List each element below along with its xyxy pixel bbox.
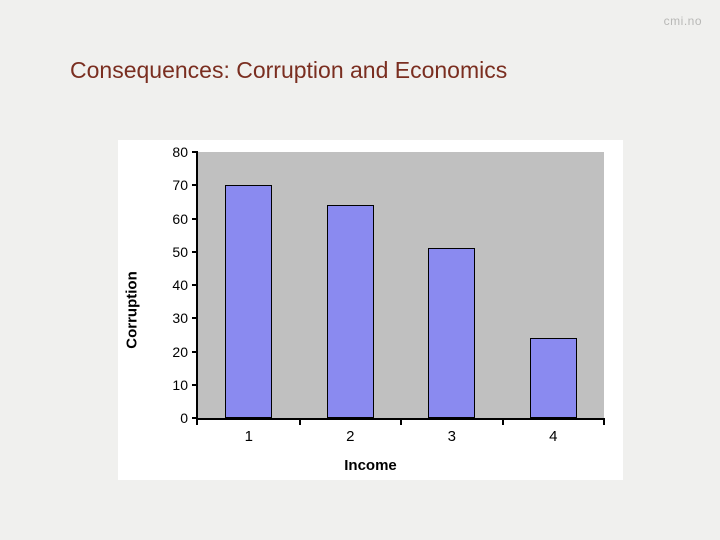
watermark-text: cmi.no <box>664 14 702 28</box>
ytick-mark <box>192 317 198 319</box>
page-title: Consequences: Corruption and Economics <box>70 57 507 84</box>
xtick-label: 3 <box>448 428 456 445</box>
ytick-mark <box>192 218 198 220</box>
ytick-label: 0 <box>180 410 188 426</box>
ytick-mark <box>192 384 198 386</box>
y-axis-title: Corruption <box>124 271 141 348</box>
ytick-mark <box>192 251 198 253</box>
ytick-label: 50 <box>172 244 188 260</box>
bar-chart: Corruption 010203040506070801234 Income <box>118 140 623 480</box>
ytick-mark <box>192 184 198 186</box>
ytick-label: 40 <box>172 277 188 293</box>
xtick-mark <box>603 418 605 425</box>
bar <box>530 338 577 418</box>
xtick-mark <box>502 418 504 425</box>
ytick-label: 10 <box>172 377 188 393</box>
xtick-label: 4 <box>549 428 557 445</box>
xtick-mark <box>299 418 301 425</box>
ytick-mark <box>192 284 198 286</box>
x-axis-title: Income <box>344 457 397 474</box>
ytick-label: 30 <box>172 310 188 326</box>
ytick-label: 20 <box>172 344 188 360</box>
plot-area: 010203040506070801234 <box>196 152 604 420</box>
xtick-mark <box>400 418 402 425</box>
ytick-label: 60 <box>172 211 188 227</box>
ytick-mark <box>192 351 198 353</box>
bar <box>327 205 374 418</box>
ytick-mark <box>192 151 198 153</box>
ytick-label: 70 <box>172 177 188 193</box>
ytick-label: 80 <box>172 144 188 160</box>
xtick-label: 2 <box>346 428 354 445</box>
xtick-mark <box>196 418 198 425</box>
xtick-label: 1 <box>245 428 253 445</box>
bar <box>428 248 475 418</box>
bar <box>225 185 272 418</box>
